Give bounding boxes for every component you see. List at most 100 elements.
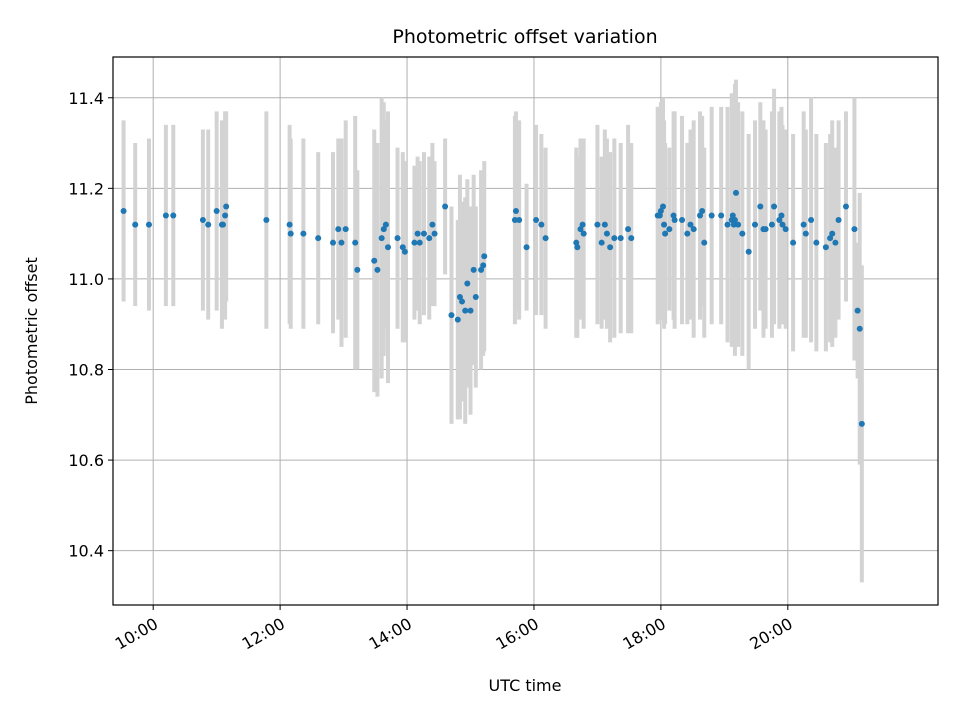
data-point [478,266,485,273]
data-point [684,230,691,237]
data-point [842,203,849,210]
data-point [287,230,294,237]
chart-title: Photometric offset variation [392,26,657,48]
data-point [752,221,759,228]
data-point [822,244,829,251]
data-point [462,307,469,314]
x-tick-label: 20:00 [746,614,795,654]
data-points [120,189,865,427]
data-point [745,248,752,255]
y-axis: 10.4 10.6 10.8 11.0 11.2 11.4 [68,89,113,561]
data-point [657,207,664,214]
data-point [579,221,586,228]
data-point [480,262,487,269]
data-point [708,212,715,219]
data-point [776,217,783,224]
data-point [731,217,738,224]
data-point [851,226,858,233]
data-point [431,230,438,237]
data-point [628,235,635,242]
data-point [790,239,797,246]
y-tick-label: 11.4 [68,89,104,108]
y-tick-label: 11.2 [68,179,104,198]
data-point [574,244,581,251]
data-point [829,230,836,237]
data-point [732,189,739,196]
data-point [220,221,226,228]
x-tick-label: 18:00 [619,614,668,654]
data-point [120,207,127,214]
x-axis-label: UTC time [489,676,562,695]
data-point [611,235,618,242]
data-point [813,239,820,246]
data-point [603,230,610,237]
data-point [835,217,842,224]
data-point [666,226,673,233]
data-point [459,298,466,305]
data-point [464,280,471,287]
data-point [577,226,584,233]
data-point [205,221,212,228]
data-point [724,221,731,228]
data-point [516,217,523,224]
data-point [832,239,839,246]
data-point [378,235,385,242]
data-point [523,244,530,251]
data-point [286,221,293,228]
data-point [778,212,785,219]
data-point [416,239,423,246]
data-point [454,316,461,323]
data-point [656,212,663,219]
data-point [854,307,861,314]
data-point [782,226,789,233]
data-point [699,207,706,214]
data-point [448,312,455,319]
data-point [371,257,378,264]
data-point [598,239,605,246]
data-point [670,212,677,219]
data-point [701,239,708,246]
data-point [342,226,349,233]
x-tick-label: 12:00 [239,614,288,654]
data-point [385,244,391,251]
data-point [856,325,863,332]
data-point [330,239,336,246]
data-point [170,212,177,219]
data-point [768,221,775,228]
data-point [512,207,519,214]
x-tick-label: 10:00 [112,614,161,654]
data-point [739,230,746,237]
data-point [394,235,401,242]
data-point [414,230,421,237]
data-point [690,226,697,233]
data-point [470,266,477,273]
data-point [671,217,678,224]
data-point [354,266,361,273]
data-point [735,221,742,228]
data-point [697,212,704,219]
data-point [771,203,778,210]
data-point [594,221,601,228]
data-point [533,217,540,224]
data-point [827,235,834,242]
y-tick-label: 10.8 [68,360,104,379]
data-point [542,235,549,242]
grid [113,57,938,605]
data-point [222,212,229,219]
y-tick-label: 10.4 [68,542,104,561]
data-point [580,230,587,237]
data-point [213,207,220,214]
data-point [429,221,436,228]
data-point [352,239,359,246]
data-point [757,203,764,210]
data-point [420,230,427,237]
data-point [625,226,632,233]
data-point [718,212,725,219]
errorbars [121,79,864,583]
data-point [617,235,624,242]
data-point [380,226,387,233]
data-point [660,203,666,210]
data-point [426,235,433,242]
data-point [263,217,270,224]
